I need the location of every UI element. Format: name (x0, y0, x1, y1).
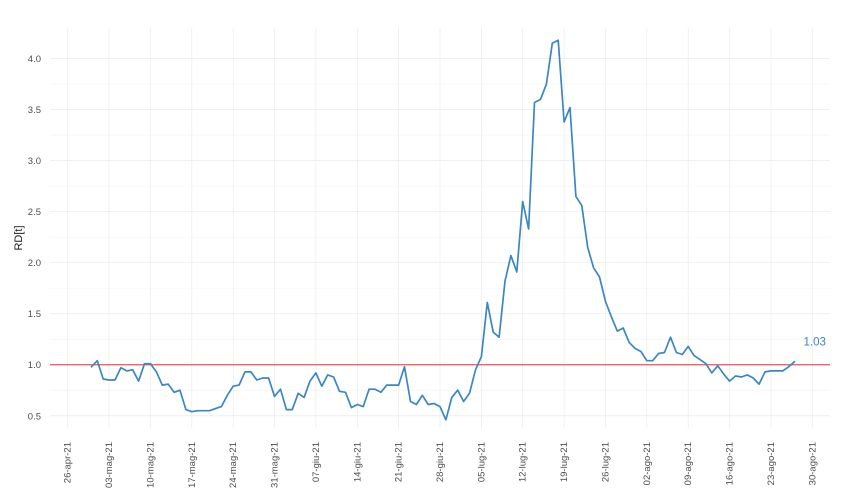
x-tick-label: 26-apr-21 (63, 442, 74, 483)
series-line (90, 39, 796, 421)
y-axis-title: RD[t] (13, 225, 25, 250)
end-value-label: 1.03 (804, 337, 826, 349)
x-tick-label: 14-giu-21 (352, 442, 363, 482)
x-tick-label: 30-ago-21 (807, 442, 818, 485)
y-tick-label: 0.5 (28, 411, 41, 422)
x-axis-ticks: 26-apr-21 03-mag-21 10-mag-21 17-mag-21 24-m… (63, 442, 819, 488)
y-tick-label: 3.5 (28, 105, 41, 116)
x-tick-label: 23-ago-21 (766, 442, 777, 485)
x-tick-label: 03-mag-21 (104, 442, 115, 488)
y-tick-label: 3.0 (28, 156, 41, 167)
x-tick-label: 07-giu-21 (311, 442, 322, 482)
x-tick-label: 31-mag-21 (270, 442, 281, 488)
y-tick-label: 1.0 (28, 360, 41, 371)
x-tick-label: 12-lug-21 (518, 442, 529, 482)
series-layer (90, 39, 796, 421)
x-tick-label: 10-mag-21 (145, 442, 156, 488)
y-tick-label: 2.0 (28, 258, 41, 269)
x-tick-label: 28-giu-21 (435, 442, 446, 482)
y-tick-label: 1.5 (28, 309, 41, 320)
y-tick-label: 2.5 (28, 207, 41, 218)
x-tick-label: 16-ago-21 (725, 442, 736, 485)
y-tick-label: 4.0 (28, 54, 41, 65)
x-tick-label: 19-lug-21 (559, 442, 570, 482)
x-tick-label: 17-mag-21 (187, 442, 198, 488)
x-tick-label: 24-mag-21 (228, 442, 239, 488)
x-tick-label: 21-giu-21 (394, 442, 405, 482)
x-tick-label: 05-lug-21 (476, 442, 487, 482)
y-axis-ticks: 0.5 1.0 1.5 2.0 2.5 3.0 3.5 4.0 (28, 54, 41, 422)
x-tick-label: 02-ago-21 (642, 442, 653, 485)
gridlines (50, 28, 830, 428)
x-tick-label: 26-lug-21 (600, 442, 611, 482)
x-tick-label: 09-ago-21 (683, 442, 694, 485)
